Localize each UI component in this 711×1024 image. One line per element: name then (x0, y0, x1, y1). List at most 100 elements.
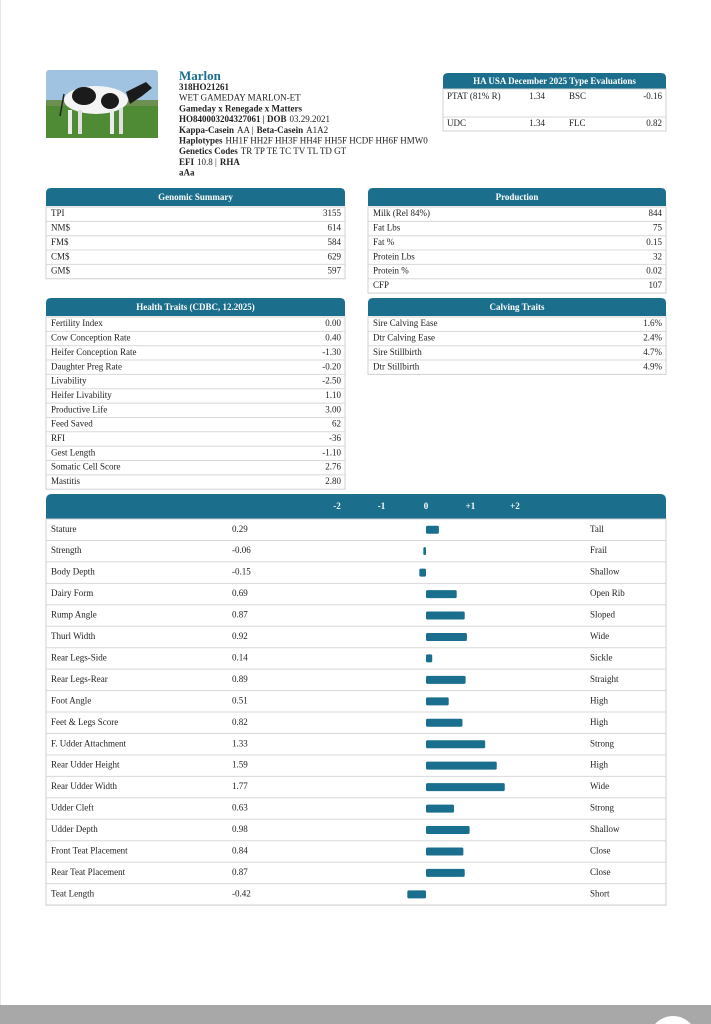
trait-name: Rear Udder Width (51, 781, 117, 791)
trait-value: 1.33 (232, 738, 248, 748)
trait-name: Rear Teat Placement (51, 867, 126, 877)
row-value: 2.76 (325, 462, 341, 472)
row-label: Cow Conception Rate (51, 333, 131, 343)
info-segment: WET GAMEDAY MARLON-ET (179, 93, 301, 103)
trait-descriptor: Sloped (590, 610, 616, 620)
trait-value: -0.42 (232, 888, 251, 898)
row-label: Somatic Cell Score (51, 462, 121, 472)
eval-label: BSC (569, 91, 586, 101)
trait-bar (426, 697, 449, 706)
trait-descriptor: Close (590, 867, 611, 877)
row-value: -36 (329, 433, 341, 443)
row-value: 107 (649, 280, 663, 290)
info-segment: aAa (179, 168, 195, 178)
row-label: CFP (373, 280, 389, 290)
info-segment: Kappa-Casein (179, 125, 234, 135)
x-tick-label: 0 (424, 501, 429, 511)
x-tick-label: +1 (466, 501, 476, 511)
table-header (368, 298, 666, 316)
info-line: 318HO21261 (179, 82, 230, 92)
row-label: Fat Lbs (373, 223, 401, 233)
row-label: Daughter Preg Rate (51, 361, 122, 371)
row-label: Fat % (373, 237, 395, 247)
x-tick-label: -2 (333, 501, 341, 511)
trait-value: 0.87 (232, 610, 248, 620)
table-header (368, 188, 666, 206)
trait-name: Strength (51, 545, 82, 555)
row-label: Mastitis (51, 476, 81, 486)
trait-descriptor: Strong (590, 803, 615, 813)
trait-bar (426, 783, 505, 792)
trait-value: -0.15 (232, 567, 251, 577)
trait-descriptor: Close (590, 846, 611, 856)
row-value: -1.30 (322, 347, 341, 357)
trait-value: 0.84 (232, 846, 248, 856)
info-line: Genetics Codes TR TP TE TC TV TL TD GT (179, 146, 347, 156)
row-label: Livability (51, 376, 87, 386)
table-header (46, 298, 345, 316)
row-label: Gest Length (51, 447, 96, 457)
table-border (442, 88, 667, 132)
trait-name: Rear Legs-Rear (51, 674, 108, 684)
info-line: Haplotypes HH1F HH2F HH3F HH4F HH5F HCDF … (179, 136, 428, 146)
trait-bar (423, 547, 426, 556)
table-border (367, 206, 667, 294)
row-value: 3.00 (325, 404, 341, 414)
trait-descriptor: High (590, 760, 609, 770)
info-segment: A1A2 (306, 125, 328, 135)
row-label: Dtr Calving Ease (373, 333, 435, 343)
trait-name: Front Teat Placement (51, 846, 128, 856)
row-value: 1.6% (643, 318, 662, 328)
row-value: 32 (653, 251, 662, 261)
trait-descriptor: Open Rib (590, 588, 625, 598)
info-segment: Haplotypes (179, 136, 223, 146)
bull-name: Marlon (179, 68, 222, 83)
info-segment: 318HO21261 (179, 82, 230, 92)
row-label: Sire Stillbirth (373, 347, 422, 357)
row-value: 0.02 (646, 266, 662, 276)
table-border (45, 518, 667, 906)
footer-bar (0, 1005, 711, 1024)
trait-value: 0.69 (232, 588, 248, 598)
row-value: -0.20 (322, 361, 341, 371)
trait-bar (426, 868, 465, 877)
info-segment: RHA (220, 157, 241, 167)
cow-photo (46, 70, 158, 138)
row-label: Productive Life (51, 404, 107, 414)
linear-traits: -2 -1 0 +1 +2 Stature 0.29 Tall Strength -0.06 Fra… (45, 494, 667, 906)
info-segment: 03.29.2021 (290, 114, 331, 124)
trait-value: 0.89 (232, 674, 248, 684)
trait-bar (426, 632, 467, 641)
row-value: 4.9% (643, 361, 662, 371)
eval-value: 1.34 (529, 91, 545, 101)
info-line: EFI 10.8 | RHA (179, 157, 240, 167)
eval-value: 0.82 (646, 118, 662, 128)
row-label: Dtr Stillbirth (373, 361, 420, 371)
trait-bar (426, 654, 433, 663)
eval-label: UDC (447, 118, 466, 128)
trait-value: 0.14 (232, 652, 248, 662)
trait-descriptor: Wide (590, 631, 609, 641)
info-segment: Gameday x Renegade x Matters (179, 103, 302, 113)
x-tick-label: +2 (510, 501, 520, 511)
trait-value: 0.92 (232, 631, 248, 641)
row-label: Sire Calving Ease (373, 318, 438, 328)
info-segment: EFI (179, 157, 195, 167)
trait-bar (426, 590, 457, 599)
info-segment: Genetics Codes (179, 146, 238, 156)
trait-descriptor: Shallow (590, 824, 620, 834)
trait-name: Udder Cleft (51, 803, 94, 813)
row-value: -2.50 (322, 376, 341, 386)
trait-name: Teat Length (51, 888, 95, 898)
info-segment: 10.8 | (197, 157, 217, 167)
row-value: -1.10 (322, 447, 341, 457)
row-label: Protein Lbs (373, 251, 415, 261)
table-header (443, 73, 666, 89)
eval-label: FLC (569, 118, 586, 128)
trait-bar (426, 761, 497, 770)
row-value: 75 (653, 223, 663, 233)
row-label: Heifer Conception Rate (51, 347, 136, 357)
row-label: Milk (Rel 84%) (373, 208, 430, 218)
trait-bar (426, 826, 470, 835)
